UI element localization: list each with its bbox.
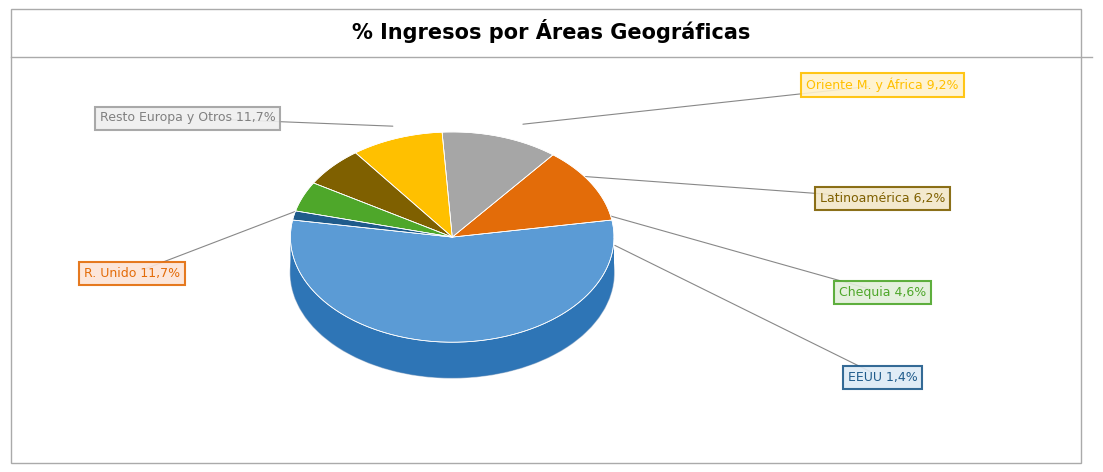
Text: Latinoamérica 6,2%: Latinoamérica 6,2% bbox=[820, 192, 945, 205]
Polygon shape bbox=[290, 238, 614, 378]
Text: Oriente M. y África 9,2%: Oriente M. y África 9,2% bbox=[806, 78, 959, 92]
Text: Resto Europa y Otros 11,7%: Resto Europa y Otros 11,7% bbox=[99, 111, 276, 125]
Polygon shape bbox=[313, 153, 452, 237]
Ellipse shape bbox=[290, 168, 614, 378]
Text: R. Unido 11,7%: R. Unido 11,7% bbox=[84, 267, 181, 280]
Polygon shape bbox=[442, 132, 553, 237]
Text: % Ingresos por Áreas Geográficas: % Ingresos por Áreas Geográficas bbox=[352, 19, 751, 42]
Polygon shape bbox=[290, 220, 614, 342]
Text: Chequia 4,6%: Chequia 4,6% bbox=[838, 286, 927, 299]
Polygon shape bbox=[292, 211, 452, 237]
Polygon shape bbox=[296, 183, 452, 237]
Polygon shape bbox=[355, 132, 452, 237]
Text: España 55,2%: España 55,2% bbox=[397, 282, 507, 296]
Text: EEUU 1,4%: EEUU 1,4% bbox=[847, 371, 918, 384]
Polygon shape bbox=[452, 155, 612, 237]
